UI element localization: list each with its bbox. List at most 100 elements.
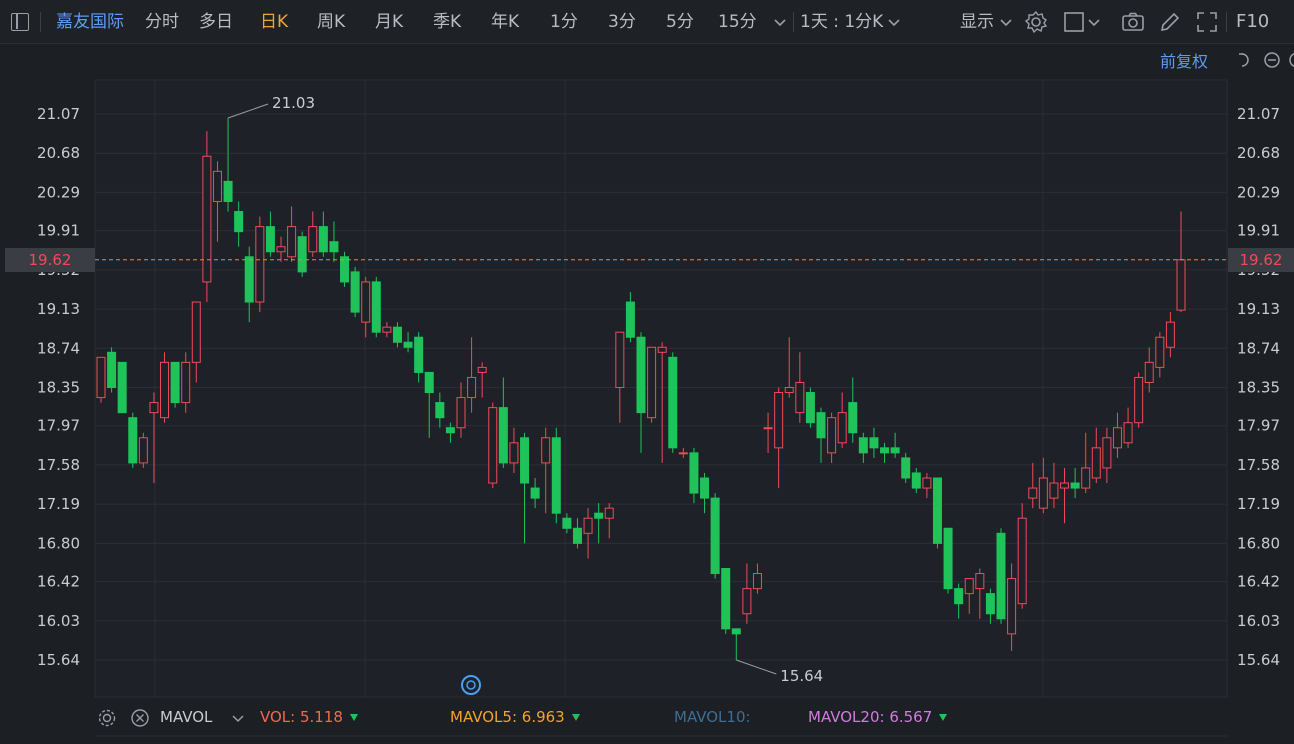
low-annotation-leader xyxy=(736,659,777,675)
divider xyxy=(793,12,794,32)
pencil-icon[interactable] xyxy=(1158,10,1182,34)
event-marker-icon[interactable] xyxy=(461,675,481,695)
checkbox-icon[interactable] xyxy=(1062,10,1086,34)
stock-name[interactable]: 嘉友国际 xyxy=(56,12,124,32)
candle-body-down xyxy=(170,361,180,404)
sidebar-toggle-icon[interactable] xyxy=(11,13,29,31)
candle-body-down xyxy=(350,271,360,313)
undo-icon[interactable] xyxy=(1236,51,1254,69)
y-tick-label-right: 21.07 xyxy=(1237,105,1280,123)
tab-3min[interactable]: 3分 xyxy=(608,12,636,32)
high-annotation-leader xyxy=(227,103,269,119)
tab-15min[interactable]: 15分 xyxy=(718,12,757,32)
vol-text: VOL: 5.118 xyxy=(260,708,343,726)
candle-body-down xyxy=(318,226,328,253)
period-select[interactable]: 1天 : 1分K xyxy=(800,12,884,32)
y-tick-label-right: 19.13 xyxy=(1237,300,1280,318)
adjust-mode-button[interactable]: 前复权 xyxy=(1160,52,1209,71)
candle-body-down xyxy=(445,427,455,434)
candle-body-up xyxy=(1028,487,1038,499)
candle-body-down xyxy=(520,437,530,484)
candle-body-down xyxy=(414,336,424,373)
chevron-down-icon[interactable] xyxy=(998,14,1014,30)
candle-body-up xyxy=(202,155,212,283)
candle-body-down xyxy=(117,361,127,414)
candle-body-up xyxy=(922,477,932,489)
down-arrow-icon xyxy=(571,714,580,721)
candle-body-up xyxy=(541,437,551,464)
tab-fenshi[interactable]: 分时 xyxy=(145,12,179,32)
candle-body-up xyxy=(181,361,191,404)
candle-body-down xyxy=(890,447,900,454)
candle-body-up xyxy=(795,381,805,414)
zoom-in-icon[interactable] xyxy=(1288,51,1294,69)
candle-body-down xyxy=(244,256,254,303)
candle-body-up xyxy=(477,366,487,373)
display-menu[interactable]: 显示 xyxy=(960,12,994,32)
candle-body-up xyxy=(488,407,498,484)
tab-yuek[interactable]: 月K xyxy=(375,12,404,32)
candle-body-down xyxy=(234,211,244,233)
y-tick-label-left: 20.29 xyxy=(37,183,80,201)
y-tick-label-right: 17.58 xyxy=(1237,456,1280,474)
candle-body-up xyxy=(308,226,318,253)
chevron-down-icon[interactable] xyxy=(886,14,902,30)
current-price-tag-right: 19.62 xyxy=(1228,248,1294,272)
chevron-down-icon[interactable] xyxy=(1086,14,1102,30)
tab-1min[interactable]: 1分 xyxy=(550,12,578,32)
candle-body-up xyxy=(1134,376,1144,424)
chevron-down-icon[interactable] xyxy=(231,711,245,725)
zoom-out-icon[interactable] xyxy=(1263,51,1281,69)
candle-body-up xyxy=(1165,321,1175,348)
chevron-down-icon[interactable] xyxy=(772,14,788,30)
candle-body-down xyxy=(805,392,815,424)
tab-5min[interactable]: 5分 xyxy=(666,12,694,32)
gear-icon[interactable] xyxy=(1024,10,1048,34)
candle-body-up xyxy=(763,427,773,430)
candle-body-up xyxy=(827,417,837,454)
high-annotation-label: 21.03 xyxy=(272,94,315,112)
camera-icon[interactable] xyxy=(1121,10,1145,34)
candle-body-up xyxy=(1049,482,1059,499)
plot-area xyxy=(94,79,1228,698)
tab-niank[interactable]: 年K xyxy=(491,12,520,32)
candle-body-down xyxy=(392,326,402,343)
y-tick-label-left: 16.42 xyxy=(37,573,80,591)
candle-body-down xyxy=(721,567,731,630)
tab-jik[interactable]: 季K xyxy=(433,12,462,32)
mavol-selector[interactable]: MAVOL xyxy=(160,708,213,726)
low-annotation-label: 15.64 xyxy=(780,667,823,685)
mavol5-text: MAVOL5: 6.963 xyxy=(450,708,565,726)
mavol5-value: MAVOL5: 6.963 xyxy=(450,708,580,726)
tab-duori[interactable]: 多日 xyxy=(199,12,233,32)
fullscreen-icon[interactable] xyxy=(1195,10,1219,34)
candle-body-up xyxy=(1038,477,1048,509)
candle-body-down xyxy=(498,407,508,464)
candle-body-down xyxy=(297,236,307,273)
candle-body-down xyxy=(107,351,117,389)
y-tick-label-left: 18.35 xyxy=(37,379,80,397)
candle-body-down xyxy=(731,628,741,635)
tab-zhouk[interactable]: 周K xyxy=(317,12,346,32)
tab-rik[interactable]: 日K xyxy=(260,12,289,32)
close-icon[interactable] xyxy=(130,708,150,728)
candle-body-down xyxy=(223,180,233,202)
gear-icon[interactable] xyxy=(97,708,117,728)
candle-body-up xyxy=(964,578,974,595)
candle-body-down xyxy=(551,437,561,514)
mavol20-text: MAVOL20: 6.567 xyxy=(808,708,933,726)
candle-body-down xyxy=(689,452,699,494)
mavol10-value: MAVOL10: xyxy=(674,708,751,726)
candle-body-up xyxy=(1123,422,1133,444)
y-tick-label-left: 19.13 xyxy=(37,300,80,318)
candle-body-up xyxy=(467,376,477,399)
toolbar: 嘉友国际 分时 多日 日K 周K 月K 季K 年K 1分 3分 5分 15分 1… xyxy=(0,0,1294,44)
candle-body-down xyxy=(985,593,995,615)
y-tick-label-left: 17.97 xyxy=(37,417,80,435)
f10-button[interactable]: F10 xyxy=(1236,11,1270,32)
candle-body-up xyxy=(456,397,466,429)
y-tick-label-right: 18.35 xyxy=(1237,379,1280,397)
candle-body-up xyxy=(509,442,519,464)
candle-body-down xyxy=(435,402,445,419)
